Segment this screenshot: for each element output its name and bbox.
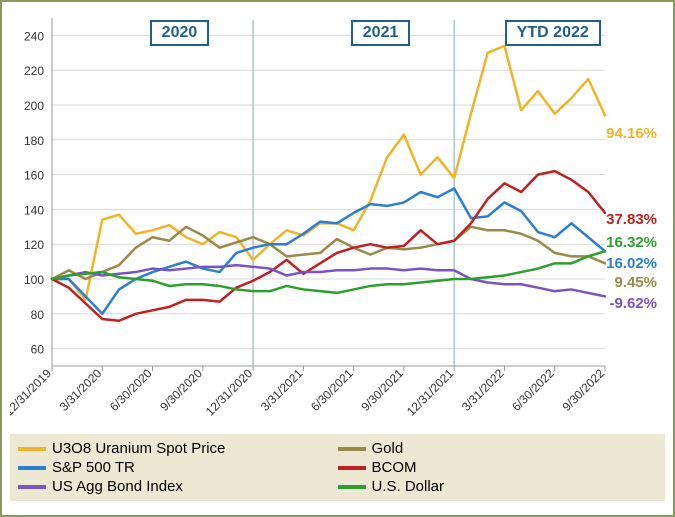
legend-label: U3O8 Uranium Spot Price [52, 440, 225, 457]
svg-text:6/30/2020: 6/30/2020 [107, 366, 155, 414]
legend-swatch [338, 447, 366, 451]
legend: U3O8 Uranium Spot Price Gold S&P 500 TR BCO… [10, 434, 665, 501]
series-end-label: -9.62% [609, 295, 657, 312]
svg-text:12/31/2019: 12/31/2019 [10, 366, 54, 419]
legend-swatch [18, 447, 46, 451]
legend-label: US Agg Bond Index [52, 478, 183, 495]
svg-text:200: 200 [24, 99, 44, 113]
legend-item: U3O8 Uranium Spot Price [18, 440, 338, 457]
legend-label: S&P 500 TR [52, 459, 135, 476]
svg-text:9/30/2022: 9/30/2022 [559, 366, 607, 414]
svg-text:9/30/2021: 9/30/2021 [358, 366, 406, 414]
svg-text:80: 80 [31, 308, 45, 322]
legend-item: U.S. Dollar [338, 478, 658, 495]
svg-text:140: 140 [24, 203, 44, 217]
chart-container: 608010012014016018020022024012/31/20193/… [0, 0, 675, 517]
series-end-label: 9.45% [614, 274, 657, 291]
svg-text:3/31/2022: 3/31/2022 [459, 366, 507, 414]
legend-item: S&P 500 TR [18, 459, 338, 476]
series-end-label: 16.32% [606, 234, 657, 251]
legend-item: US Agg Bond Index [18, 478, 338, 495]
series-end-label: 94.16% [606, 125, 657, 142]
chart-area: 608010012014016018020022024012/31/20193/… [10, 10, 665, 430]
legend-label: BCOM [372, 459, 417, 476]
svg-text:12/31/2020: 12/31/2020 [203, 366, 256, 419]
legend-item: Gold [338, 440, 658, 457]
series-end-label: 16.02% [606, 255, 657, 272]
svg-text:60: 60 [31, 343, 45, 357]
year-label: YTD 2022 [505, 20, 601, 46]
svg-text:180: 180 [24, 134, 44, 148]
legend-item: BCOM [338, 459, 658, 476]
svg-text:3/31/2020: 3/31/2020 [57, 366, 105, 414]
svg-text:3/31/2021: 3/31/2021 [258, 366, 306, 414]
svg-text:160: 160 [24, 169, 44, 183]
svg-text:6/30/2021: 6/30/2021 [308, 366, 356, 414]
svg-text:240: 240 [24, 29, 44, 43]
svg-text:9/30/2020: 9/30/2020 [157, 366, 205, 414]
line-chart: 608010012014016018020022024012/31/20193/… [10, 10, 665, 430]
year-label: 2020 [150, 20, 210, 46]
year-label: 2021 [351, 20, 411, 46]
legend-swatch [18, 485, 46, 489]
svg-text:120: 120 [24, 238, 44, 252]
legend-label: U.S. Dollar [372, 478, 445, 495]
svg-text:220: 220 [24, 64, 44, 78]
svg-text:6/30/2022: 6/30/2022 [509, 366, 557, 414]
legend-swatch [18, 466, 46, 470]
legend-swatch [338, 466, 366, 470]
svg-text:12/31/2021: 12/31/2021 [404, 366, 457, 419]
legend-label: Gold [372, 440, 404, 457]
svg-text:100: 100 [24, 273, 44, 287]
series-end-label: 37.83% [606, 211, 657, 228]
legend-swatch [338, 485, 366, 489]
